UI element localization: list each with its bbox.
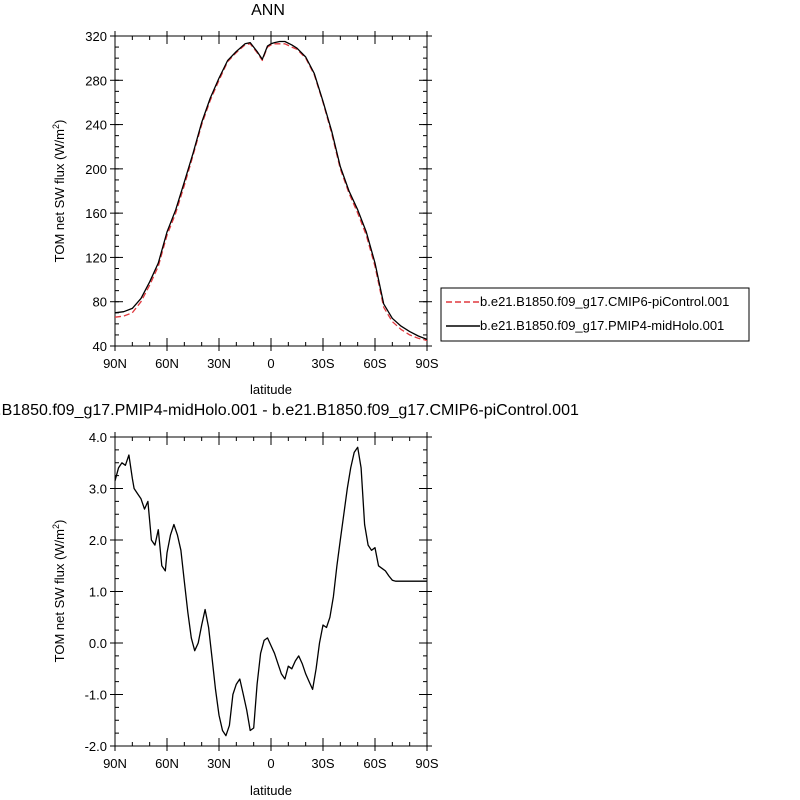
bottom-y-tick-label: 1.0 [89, 585, 107, 600]
top-x-tick-label: 60N [155, 356, 179, 371]
bottom-x-axis-label: latitude [250, 783, 292, 798]
top-x-tick-label: 90N [103, 356, 127, 371]
bottom-x-tick-label: 0 [267, 756, 274, 771]
bottom-x-tick-label: 30N [207, 756, 231, 771]
bottom-y-axis-label: TOM net SW flux (W/m2) [51, 520, 67, 663]
legend-box [440, 287, 750, 342]
top-series-lines [114, 40, 428, 342]
bottom-panel: b.e21.B1850.f09_g17.PMIP4-midHolo.001 - … [0, 402, 579, 798]
bottom-series-lines [114, 446, 427, 737]
top-x-tick-label: 60S [363, 356, 386, 371]
top-y-tick-label: 280 [85, 73, 107, 88]
bottom-x-tick-label: 90S [415, 756, 438, 771]
bottom-axes: 90N 60N 30N 0 30S 60S 90S -2.0 -1.0 0.0 1.0 2.0 3.0 4… [85, 430, 439, 771]
top-y-tick-label: 320 [85, 29, 107, 44]
bottom-x-tick-label: 60N [155, 756, 179, 771]
bottom-x-tick-label: 60S [363, 756, 386, 771]
bottom-y-tick-label: 4.0 [89, 430, 107, 445]
bottom-plot-frame [114, 436, 428, 747]
top-y-tick-label: 80 [93, 295, 107, 310]
top-y-tick-label: 240 [85, 118, 107, 133]
bottom-y-tick-label: -2.0 [85, 739, 107, 754]
top-series-line-0 [114, 43, 428, 342]
top-chart-title: ANN [251, 2, 285, 19]
top-y-tick-label: 120 [85, 250, 107, 265]
bottom-y-tick-label: 0.0 [89, 636, 107, 651]
bottom-series-line-0 [114, 446, 427, 737]
top-y-axis-label: TOM net SW flux (W/m2) [51, 120, 67, 263]
top-legend: b.e21.B1850.f09_g17.CMIP6-piControl.001 … [440, 287, 750, 342]
top-x-tick-label: 30S [311, 356, 334, 371]
bottom-x-tick-label: 30S [311, 756, 334, 771]
top-y-tick-label: 40 [93, 339, 107, 354]
top-panel: ANN 90N 60N 30N 0 30S 60S 90S 40 80 120 160 200 240 2… [51, 2, 750, 397]
top-series-line-1 [114, 40, 428, 341]
bottom-y-tick-label: 3.0 [89, 482, 107, 497]
top-x-tick-label: 30N [207, 356, 231, 371]
bottom-chart-title: b.e21.B1850.f09_g17.PMIP4-midHolo.001 - … [0, 402, 579, 419]
top-y-tick-label: 160 [85, 206, 107, 221]
bottom-x-tick-label: 90N [103, 756, 127, 771]
bottom-y-tick-label: 2.0 [89, 533, 107, 548]
top-x-tick-label: 0 [267, 356, 274, 371]
legend-label-picontrol: b.e21.B1850.f09_g17.CMIP6-piControl.001 [480, 294, 729, 309]
top-x-tick-label: 90S [415, 356, 438, 371]
top-plot-frame [114, 35, 428, 347]
top-y-tick-label: 200 [85, 162, 107, 177]
top-x-axis-label: latitude [250, 382, 292, 397]
bottom-y-tick-label: -1.0 [85, 688, 107, 703]
top-axes: 90N 60N 30N 0 30S 60S 90S 40 80 120 160 200 240 280 32… [85, 29, 439, 371]
legend-label-midholo: b.e21.B1850.f09_g17.PMIP4-midHolo.001 [480, 318, 724, 333]
